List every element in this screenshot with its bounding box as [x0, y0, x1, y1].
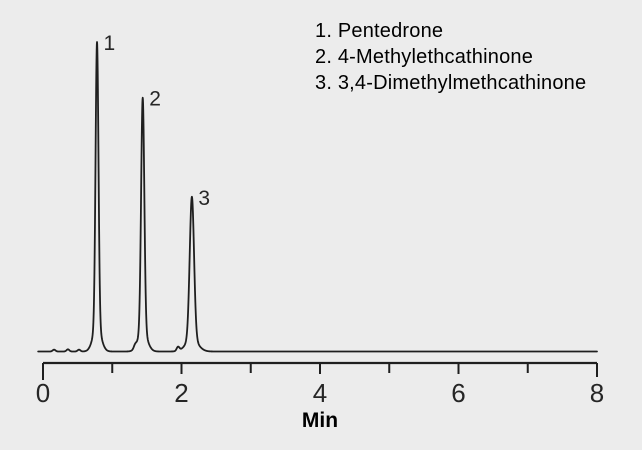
- legend-item-3: 3. 3,4-Dimethylmethcathinone: [315, 72, 587, 94]
- x-tick-label-6: 6: [451, 378, 465, 408]
- x-tick-label-2: 2: [174, 378, 188, 408]
- legend-item-2: 2. 4-Methylethcathinone: [315, 46, 534, 68]
- peak-label-1: 1: [104, 32, 116, 55]
- legend-item-1: 1. Pentedrone: [315, 20, 444, 42]
- peak-legend: 1. Pentedrone 2. 4-Methylethcathinone 3.…: [315, 18, 586, 96]
- x-tick-label-4: 4: [313, 378, 327, 408]
- x-tick-label-0: 0: [36, 378, 50, 408]
- peak-label-2: 2: [149, 88, 161, 111]
- peak-label-3: 3: [198, 187, 210, 210]
- x-tick-label-8: 8: [590, 378, 604, 408]
- x-axis-label: Min: [301, 409, 339, 432]
- signal-trace: [37, 41, 598, 353]
